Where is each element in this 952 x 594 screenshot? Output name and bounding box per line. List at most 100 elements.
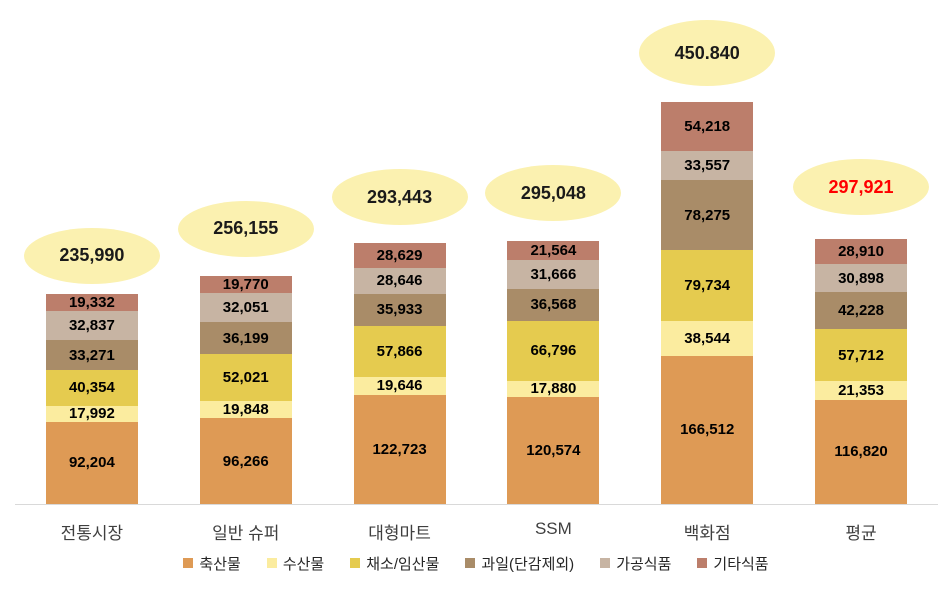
segment-value-label: 17,880 <box>530 380 577 398</box>
bar-segment-series-5: 32,051 <box>199 293 292 322</box>
bar-segment-series-1: 166,512 <box>661 355 754 504</box>
segment-value-label: 30,898 <box>838 269 884 287</box>
bar-segment-series-6: 21,564 <box>507 241 600 261</box>
segment-value-label: 32,051 <box>222 299 269 317</box>
segment-value-label: 33,557 <box>684 156 731 174</box>
segment-value-label: 57,866 <box>376 342 423 360</box>
bar-segment-series-1: 120,574 <box>507 396 600 504</box>
x-axis-label: 평균 <box>845 524 877 543</box>
bar-segment-series-3: 66,796 <box>507 321 600 381</box>
segment-value-label: 92,204 <box>68 454 115 472</box>
bar-segment-series-6: 54,218 <box>661 102 754 151</box>
stacked-bar: 92,204 17,992 40,354 33,271 32,837 19,332 <box>45 293 138 504</box>
bar-segment-series-3: 40,354 <box>45 369 138 406</box>
stacked-bar: 166,512 38,544 79,734 78,275 33,557 54,218 <box>661 102 754 504</box>
bar-segment-series-5: 30,898 <box>815 264 908 292</box>
bar-segment-series-2: 21,353 <box>815 380 908 400</box>
stacked-bar: 120,574 17,880 66,796 36,568 31,666 21,564 <box>507 241 600 504</box>
legend-label: 가공식품 <box>616 555 672 573</box>
segment-value-label: 28,629 <box>376 246 423 264</box>
total-label-bubble: 256,155 <box>177 200 314 257</box>
segment-value-label: 28,910 <box>838 242 884 260</box>
bar-segment-series-5: 33,557 <box>661 150 754 181</box>
bar-segment-series-4: 42,228 <box>815 291 908 330</box>
bar-segment-series-1: 122,723 <box>353 394 446 504</box>
legend-label: 수산물 <box>282 555 325 573</box>
legend-item-4: 과일(단감제외) <box>465 553 574 574</box>
segment-value-label: 19,332 <box>68 293 115 311</box>
segment-value-label: 40,354 <box>68 379 115 397</box>
bar-segment-series-6: 19,770 <box>199 275 292 294</box>
bar-segment-series-5: 31,666 <box>507 260 600 289</box>
segment-value-label: 57,712 <box>838 346 884 364</box>
stacked-bar: 116,820 21,353 57,712 42,228 30,898 28,910 <box>815 238 908 504</box>
segment-value-label: 36,199 <box>222 329 269 347</box>
chart-column-5: 450.840 166,512 38,544 79,734 78,275 33,557 54… <box>630 0 784 543</box>
segment-value-label: 96,266 <box>222 452 269 470</box>
segment-value-label: 32,837 <box>68 317 115 335</box>
plot-area: 235,990 92,204 17,992 40,354 33,271 32,837 19,… <box>15 0 938 543</box>
bar-segment-series-4: 36,199 <box>199 321 292 355</box>
stacked-bar: 122,723 19,646 57,866 35,933 28,646 28,629 <box>353 242 446 504</box>
bar-segment-series-2: 19,646 <box>353 377 446 395</box>
x-axis-label: 일반 슈퍼 <box>212 524 280 543</box>
legend-swatch-icon <box>183 558 194 568</box>
bar-segment-series-2: 17,880 <box>507 380 600 398</box>
legend-label: 기타식품 <box>713 555 769 573</box>
bar-segment-series-6: 28,910 <box>815 238 908 265</box>
bar-segment-series-6: 28,629 <box>353 242 446 269</box>
legend-item-2: 수산물 <box>266 553 325 574</box>
bar-segment-series-1: 116,820 <box>815 399 908 504</box>
legend-swatch-icon <box>266 558 277 568</box>
segment-value-label: 122,723 <box>372 440 427 458</box>
segment-value-label: 19,646 <box>376 377 423 395</box>
segment-value-label: 33,271 <box>68 346 115 364</box>
x-axis-label: SSM <box>534 519 572 538</box>
bar-segment-series-5: 28,646 <box>353 268 446 294</box>
chart-column-2: 256,155 96,266 19,848 52,021 36,199 32,051 19,… <box>169 0 323 543</box>
x-axis-label: 전통시장 <box>60 524 124 543</box>
chart-column-1: 235,990 92,204 17,992 40,354 33,271 32,837 19,… <box>15 0 169 543</box>
bar-segment-series-1: 96,266 <box>199 418 292 504</box>
legend-swatch-icon <box>697 558 708 568</box>
segment-value-label: 166,512 <box>680 421 735 439</box>
bar-segment-series-1: 92,204 <box>45 421 138 504</box>
x-axis-label: 백화점 <box>683 524 731 543</box>
bar-segment-series-3: 52,021 <box>199 354 292 401</box>
bar-segment-series-2: 19,848 <box>199 400 292 419</box>
bar-segment-series-6: 19,332 <box>45 293 138 311</box>
legend-label: 과일(단감제외) <box>481 555 575 573</box>
segment-value-label: 21,564 <box>530 242 577 260</box>
legend-label: 축산물 <box>199 555 241 573</box>
segment-value-label: 66,796 <box>530 342 577 360</box>
total-label-bubble: 450.840 <box>639 20 776 87</box>
segment-value-label: 28,646 <box>376 272 423 290</box>
legend-item-3: 채소/임산물 <box>350 553 439 574</box>
bar-segment-series-4: 36,568 <box>507 288 600 322</box>
bar-segment-series-4: 78,275 <box>661 180 754 251</box>
legend-swatch-icon <box>350 558 361 568</box>
segment-value-label: 116,820 <box>834 443 888 461</box>
bar-segment-series-2: 17,992 <box>45 405 138 423</box>
legend-label: 채소/임산물 <box>366 555 440 573</box>
segment-value-label: 78,275 <box>684 206 731 224</box>
bar-segment-series-3: 57,866 <box>353 325 446 378</box>
segment-value-label: 31,666 <box>530 265 577 283</box>
segment-value-label: 42,228 <box>838 302 884 320</box>
segment-value-label: 54,218 <box>684 117 731 135</box>
segment-value-label: 120,574 <box>526 441 581 459</box>
total-label-bubble: 295,048 <box>485 165 622 222</box>
segment-value-label: 38,544 <box>684 329 731 347</box>
total-label-bubble: 297,921 <box>793 159 930 216</box>
segment-value-label: 17,992 <box>68 405 115 423</box>
segment-value-label: 19,848 <box>222 400 269 418</box>
x-axis-label: 대형마트 <box>368 524 431 543</box>
bar-segment-series-4: 33,271 <box>45 340 138 370</box>
stacked-bar: 96,266 19,848 52,021 36,199 32,051 19,770 <box>199 275 292 504</box>
chart-legend: 축산물 수산물 채소/임산물 과일(단감제외) 가공식품 기타식품 <box>0 550 952 576</box>
segment-value-label: 35,933 <box>376 301 423 319</box>
segment-value-label: 19,770 <box>222 276 269 294</box>
legend-item-1: 축산물 <box>183 553 241 574</box>
bar-segment-series-4: 35,933 <box>353 293 446 326</box>
